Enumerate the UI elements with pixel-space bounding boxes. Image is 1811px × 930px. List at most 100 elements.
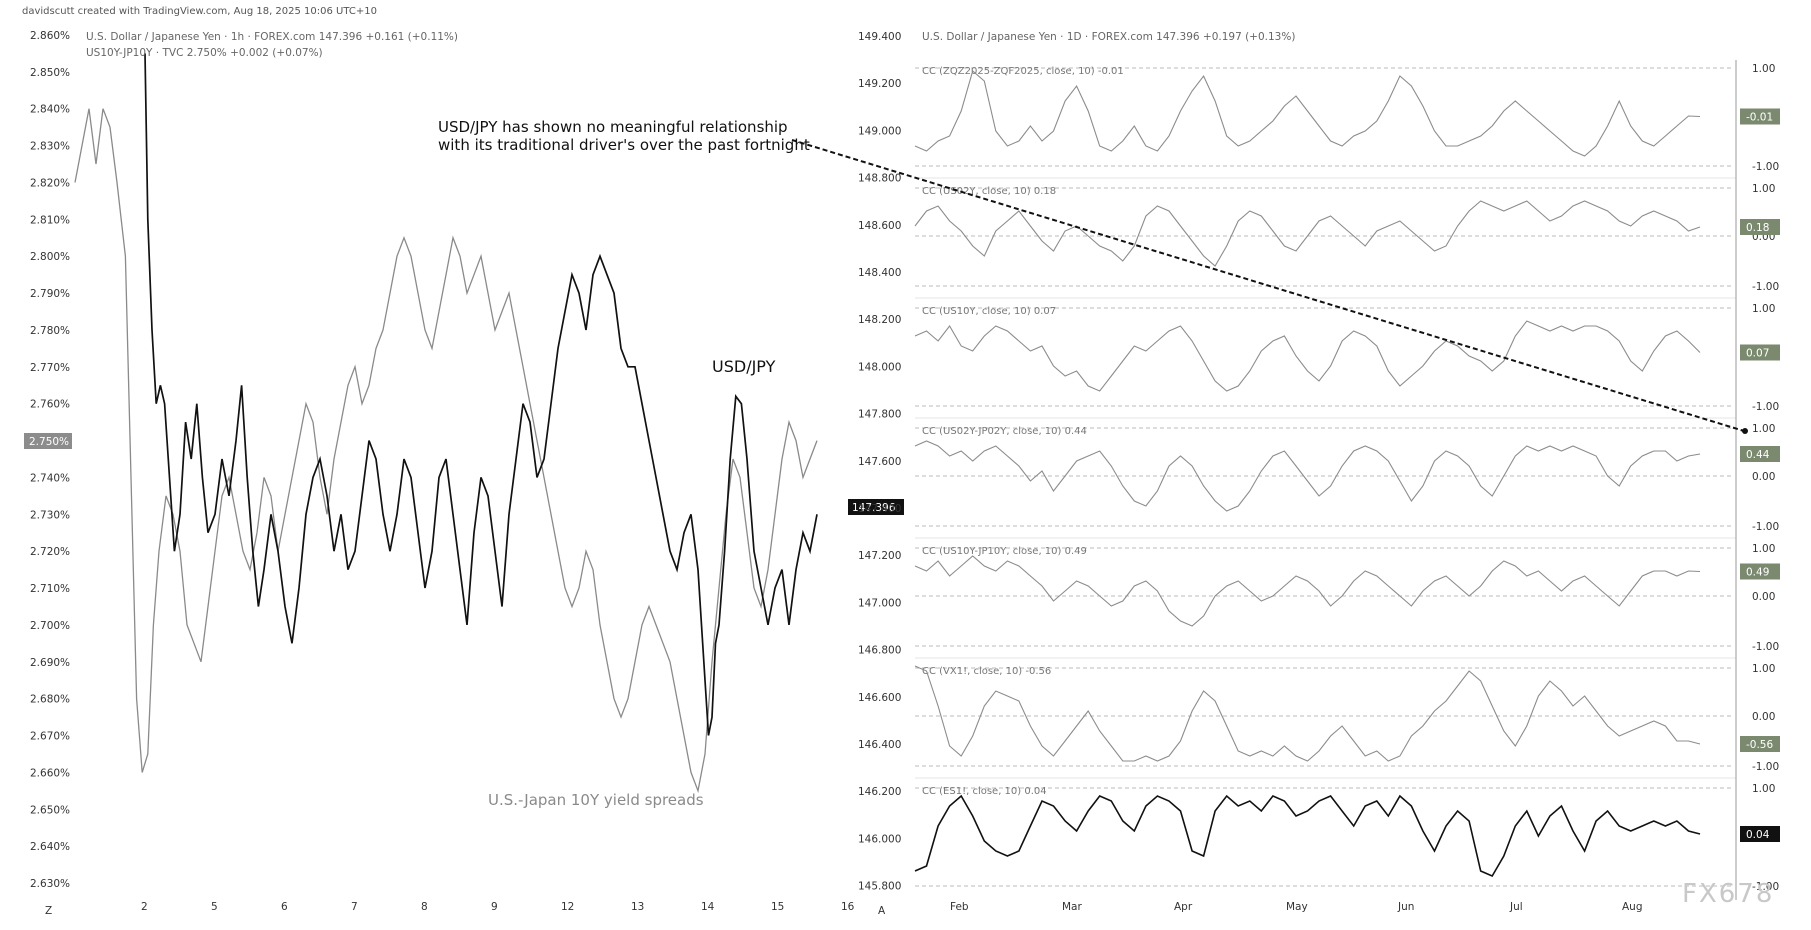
correlation-pane: CC (US10Y, close, 10) 0.07 1.00 -1.00 0.07 <box>914 297 1780 413</box>
pane-label: CC (US02Y, close, 10) 0.18 <box>922 186 1056 197</box>
pane-series-line <box>914 555 1701 627</box>
pane-axis-label: -1.00 <box>1752 521 1779 533</box>
left-legend-spread: US10Y-JP10Y · TVC 2.750% +0.002 (+0.07%) <box>86 47 323 59</box>
right-x-tick-label: May <box>1286 901 1308 913</box>
left-y-tick-label: 2.650% <box>30 804 70 816</box>
left-x-start-label: Z <box>45 905 52 917</box>
spread-badge: 2.750% <box>24 433 72 449</box>
right-x-tick-label: Jul <box>1509 901 1523 913</box>
pane-series-line <box>914 794 1701 878</box>
pane-axis-label: 1.00 <box>1752 63 1775 75</box>
pane-label: CC (US10Y-JP10Y, close, 10) 0.49 <box>922 546 1087 557</box>
pane-value-badge <box>1740 219 1780 235</box>
right-price-tick-label: 146.200 <box>858 786 901 798</box>
left-y-tick-label: 2.780% <box>30 325 70 337</box>
usdjpy-label: USD/JPY <box>712 357 776 376</box>
right-price-tick-label: 146.800 <box>858 645 901 657</box>
right-price-tick-label: 148.400 <box>858 267 901 279</box>
left-y-tick-label: 2.810% <box>30 214 70 226</box>
right-price-tick-label: 147.400 <box>858 503 901 515</box>
right-price-tick-label: 148.800 <box>858 173 901 185</box>
pane-axis-label: -1.00 <box>1752 641 1779 653</box>
left-x-tick-label: 6 <box>281 901 288 913</box>
correlation-pane: CC (ES1!, close, 10) 0.04 1.00 -1.00 0.04 <box>914 777 1780 893</box>
pane-axis-label: 1.00 <box>1752 663 1775 675</box>
left-y-tick-label: 2.740% <box>30 472 70 484</box>
right-x-tick-label: Apr <box>1174 901 1193 913</box>
right-x-tick-label: Mar <box>1062 901 1082 913</box>
left-legend-usdjpy: U.S. Dollar / Japanese Yen · 1h · FOREX.… <box>86 31 458 43</box>
left-y-tick-label: 2.850% <box>30 67 70 79</box>
annotation-arrow <box>791 139 1745 432</box>
left-x-tick-label: 12 <box>561 901 574 913</box>
pane-value-badge-text: 0.04 <box>1746 829 1770 841</box>
correlation-pane: CC (US10Y-JP10Y, close, 10) 0.49 1.00 0.00… <box>914 537 1780 653</box>
right-price-tick-label: 147.000 <box>858 597 901 609</box>
left-y-tick-label: 2.800% <box>30 251 70 263</box>
pane-label: CC (ES1!, close, 10) 0.04 <box>922 786 1047 797</box>
pane-series-line <box>914 665 1701 762</box>
pane-series-line <box>914 440 1701 512</box>
pane-axis-label: -1.00 <box>1752 881 1779 893</box>
correlation-pane: CC (ZQZ2025-ZQF2025, close, 10) -0.01 1.0… <box>914 63 1780 173</box>
left-x-tick-label: 16 <box>841 901 855 913</box>
left-y-tick-label: 2.690% <box>30 657 70 669</box>
pane-series-line <box>914 70 1701 157</box>
right-price-tick-label: 146.400 <box>858 739 901 751</box>
annotation-line-2: with its traditional driver's over the p… <box>438 136 810 154</box>
pane-label: CC (US10Y, close, 10) 0.07 <box>922 306 1056 317</box>
pane-axis-label: -1.00 <box>1752 161 1779 173</box>
pane-value-badge <box>1740 108 1780 125</box>
left-y-axis: 2.860% 2.850% 2.840% 2.830% 2.820% 2.810% 2.80… <box>30 30 70 890</box>
pane-axis-label: -1.00 <box>1752 281 1779 293</box>
annotation-arrow-head <box>1742 428 1748 434</box>
pane-value-badge <box>1740 563 1780 580</box>
pane-label: CC (US02Y-JP02Y, close, 10) 0.44 <box>922 426 1087 437</box>
left-y-tick-label: 2.720% <box>30 546 70 558</box>
left-y-tick-label: 2.630% <box>30 878 70 890</box>
right-x-start-label: A <box>878 905 886 917</box>
correlation-pane: CC (US02Y-JP02Y, close, 10) 0.44 1.00 0.00… <box>914 417 1780 533</box>
right-price-tick-label: 148.200 <box>858 314 901 326</box>
left-y-tick-label: 2.670% <box>30 731 70 743</box>
left-x-tick-label: 9 <box>491 901 498 913</box>
right-price-tick-label: 149.000 <box>858 125 901 137</box>
annotation-line-1: USD/JPY has shown no meaningful relation… <box>438 118 788 136</box>
right-x-tick-label: Aug <box>1622 901 1643 913</box>
usdjpy-series-line <box>144 53 818 736</box>
usdjpy-badge-text: 147.396 <box>852 502 896 514</box>
left-x-tick-label: 13 <box>631 901 644 913</box>
left-x-tick-label: 2 <box>141 901 148 913</box>
left-y-tick-label: 2.760% <box>30 399 70 411</box>
right-x-axis: A Feb Mar Apr May Jun Jul Aug <box>878 901 1643 917</box>
pane-axis-label: -1.00 <box>1752 401 1779 413</box>
right-price-tick-label: 147.600 <box>858 456 901 468</box>
left-x-tick-label: 15 <box>771 901 784 913</box>
pane-axis-label: -1.00 <box>1752 761 1779 773</box>
pane-value-badge <box>1740 826 1780 842</box>
pane-value-badge-text: 0.49 <box>1746 567 1769 579</box>
pane-series-line <box>914 200 1701 267</box>
left-y-tick-label: 2.830% <box>30 141 70 153</box>
left-x-axis: Z 2 5 6 7 8 9 12 13 14 15 16 <box>45 901 855 917</box>
right-legend: U.S. Dollar / Japanese Yen · 1D · FOREX.… <box>922 31 1295 43</box>
left-y-tick-label: 2.820% <box>30 177 70 189</box>
right-price-tick-label: 145.800 <box>858 881 901 893</box>
spread-label: U.S.-Japan 10Y yield spreads <box>488 791 704 809</box>
right-x-tick-label: Feb <box>950 901 969 913</box>
right-x-tick-label: Jun <box>1397 901 1414 913</box>
left-y-tick-label: 2.840% <box>30 104 70 116</box>
pane-label: CC (ZQZ2025-ZQF2025, close, 10) -0.01 <box>922 66 1124 77</box>
correlation-pane: CC (US02Y, close, 10) 0.18 1.000.00-1.000… <box>914 177 1780 293</box>
left-y-tick-label: 2.730% <box>30 509 70 521</box>
right-price-tick-label: 149.400 <box>858 31 901 43</box>
pane-axis-label: 1.00 <box>1752 423 1775 435</box>
correlation-panes: CC (ZQZ2025-ZQF2025, close, 10) -0.01 1.0… <box>914 63 1780 893</box>
pane-value-badge <box>1740 736 1780 752</box>
pane-axis-label: 1.00 <box>1752 183 1775 195</box>
left-x-tick-label: 7 <box>351 901 358 913</box>
right-price-tick-label: 147.800 <box>858 409 901 421</box>
right-price-tick-label: 146.000 <box>858 833 901 845</box>
pane-value-badge-text: -0.01 <box>1746 112 1773 124</box>
pane-axis-label: 1.00 <box>1752 303 1775 315</box>
